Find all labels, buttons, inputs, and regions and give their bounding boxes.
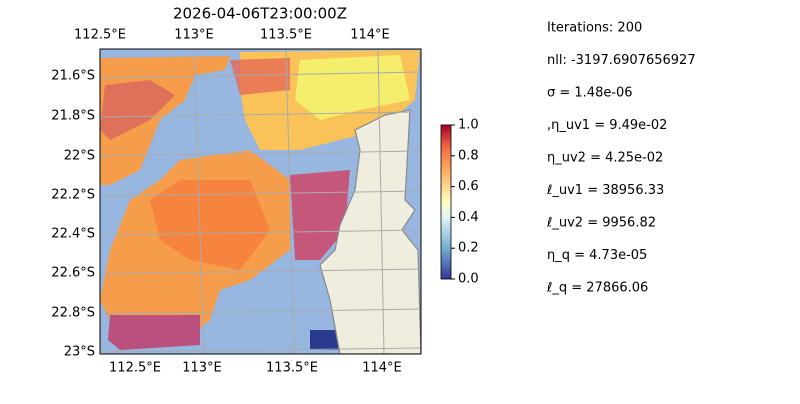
stat-line: ℓ_q = 27866.06: [546, 281, 648, 296]
stat-line: nll: -3197.6907656927: [547, 53, 696, 68]
map: [100, 49, 421, 354]
lon-label: 113.5°E: [266, 361, 318, 376]
stat-line: ,η_uv1 = 9.49e-02: [547, 118, 667, 133]
stat-line: Iterations: 200: [547, 21, 642, 36]
lon-label: 112.5°E: [109, 361, 161, 376]
colorbar-tick-label: 1.0: [458, 118, 479, 133]
lon-label: 114°E: [362, 361, 402, 376]
map-frame: [99, 48, 422, 355]
stat-line: η_q = 4.73e-05: [547, 248, 647, 263]
lat-label: 21.6°S: [51, 69, 95, 84]
graticule: [100, 49, 421, 354]
lon-label: 112.5°E: [74, 28, 126, 43]
land: [319, 109, 421, 354]
lat-label: 22.6°S: [51, 266, 95, 281]
lat-label: 21.8°S: [51, 109, 95, 124]
lat-label: 22.4°S: [51, 227, 95, 242]
lat-label: 22°S: [64, 149, 95, 164]
colorbar-tick-label: 0.4: [458, 210, 479, 225]
colorbar-tick-label: 0.0: [458, 272, 479, 287]
colorbar-tick-label: 0.8: [458, 148, 479, 163]
lat-label: 22.8°S: [51, 306, 95, 321]
lon-label: 113.5°E: [260, 28, 312, 43]
lon-label: 113°E: [182, 361, 222, 376]
stat-line: ℓ_uv2 = 9956.82: [546, 216, 656, 231]
heat-patch: [100, 80, 175, 140]
heat-patch: [295, 55, 410, 120]
stat-line: ℓ_uv1 = 38956.33: [546, 183, 664, 198]
heat-patch: [230, 58, 290, 95]
lat-label: 23°S: [64, 345, 95, 360]
colorbar: [440, 124, 452, 280]
stat-line: η_uv2 = 4.25e-02: [547, 151, 663, 166]
lon-label: 114°E: [350, 28, 390, 43]
heat-patch: [150, 180, 270, 270]
colorbar-tick-label: 0.2: [458, 241, 479, 256]
lon-label: 113°E: [174, 28, 214, 43]
stat-line: σ = 1.48e-06: [547, 86, 633, 101]
heat-patch: [108, 315, 200, 350]
title: 2026-04-06T23:00:00Z: [173, 5, 347, 23]
lat-label: 22.2°S: [51, 188, 95, 203]
colorbar-tick-label: 0.6: [458, 179, 479, 194]
